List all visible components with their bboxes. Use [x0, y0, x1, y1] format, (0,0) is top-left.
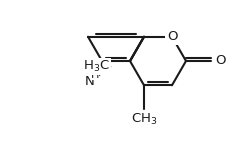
Text: H: H — [91, 70, 99, 80]
Text: N: N — [85, 75, 95, 88]
Text: H$_3$C: H$_3$C — [83, 59, 110, 74]
Text: O: O — [215, 54, 226, 67]
Text: O: O — [167, 30, 177, 43]
Text: CH$_3$: CH$_3$ — [131, 112, 157, 127]
